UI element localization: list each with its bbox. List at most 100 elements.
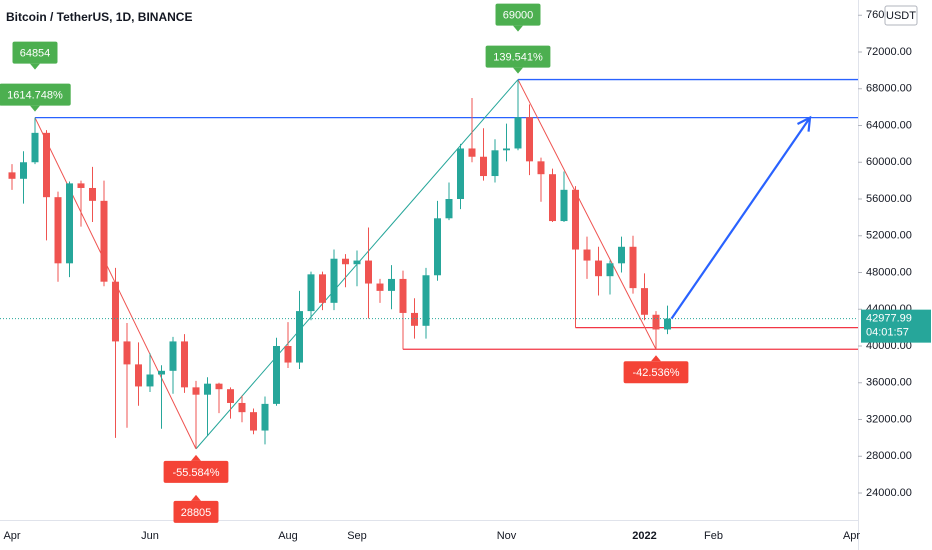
candle-body <box>215 383 223 390</box>
trend-line <box>517 79 657 350</box>
currency-box <box>884 5 918 26</box>
x-tick-label: Apr <box>843 530 860 542</box>
candle-body <box>537 161 545 175</box>
candle-body <box>100 200 108 282</box>
y-tick-label: 24000.00 <box>866 487 912 499</box>
candle-body <box>307 274 315 312</box>
y-tick-label: 32000.00 <box>866 413 912 425</box>
candle-body <box>261 403 269 431</box>
candle-body <box>273 346 280 404</box>
y-tick-label: 36000.00 <box>866 377 912 389</box>
candle-body <box>181 341 188 388</box>
candle-body <box>572 189 579 250</box>
candle-body <box>204 383 211 395</box>
projection-arrow <box>670 117 811 320</box>
x-tick-label: Aug <box>278 530 298 542</box>
current-price-text: 42977.99 <box>866 313 912 325</box>
candle-body <box>169 341 177 371</box>
y-tick-label: 52000.00 <box>866 230 912 242</box>
candle-body <box>342 258 349 265</box>
candle-body <box>319 274 326 303</box>
chart-title: Bitcoin / TetherUS, 1D, BINANCE <box>6 10 192 24</box>
change-label-pointer <box>513 67 523 74</box>
candle-body <box>664 318 671 330</box>
change-label-text: -42.536% <box>632 367 679 379</box>
x-tick-label: Apr <box>3 530 20 542</box>
price-label <box>173 500 219 523</box>
candle-body <box>560 189 568 222</box>
candle-body <box>31 132 39 163</box>
y-tick-label: 28000.00 <box>866 450 912 462</box>
candle-body <box>480 156 487 177</box>
x-tick-label: Jun <box>141 530 159 542</box>
candle-body <box>526 117 533 162</box>
candle-body <box>43 132 50 198</box>
candle-body <box>411 312 418 326</box>
candle-body <box>54 197 62 264</box>
candle-body <box>123 341 131 365</box>
candle-body <box>445 199 453 219</box>
candle-body <box>491 150 499 177</box>
candle-body <box>376 283 384 291</box>
candle-body <box>146 374 154 387</box>
candle-body <box>468 148 476 157</box>
change-label-text: 1614.748% <box>7 90 63 102</box>
candle-body <box>503 148 510 151</box>
change-label <box>0 83 71 106</box>
change-label-pointer <box>191 454 201 461</box>
candle-body <box>365 260 372 284</box>
candle-body <box>66 183 73 264</box>
change-label-pointer <box>30 105 40 112</box>
y-tick-label: 64000.00 <box>866 119 912 131</box>
candle-body <box>77 183 85 188</box>
candle-body <box>641 288 648 315</box>
candle-body <box>549 174 556 222</box>
y-tick-label: 60000.00 <box>866 156 912 168</box>
change-label <box>623 361 689 384</box>
y-tick-label: 72000.00 <box>866 46 912 58</box>
price-label-text: 28805 <box>181 507 212 519</box>
candle-body <box>652 314 660 330</box>
candle-body <box>595 260 602 277</box>
candle-body <box>89 187 96 201</box>
x-tick-label: Sep <box>347 530 367 542</box>
candle-body <box>250 412 257 431</box>
x-tick-label: Nov <box>497 530 517 542</box>
current-price-tag <box>861 309 931 343</box>
x-tick-label: Feb <box>704 530 723 542</box>
candle-body <box>8 172 16 179</box>
price-label-pointer <box>513 25 523 32</box>
candle-body <box>388 278 395 291</box>
candle-body <box>296 311 303 363</box>
y-tick-label: 48000.00 <box>866 266 912 278</box>
candle-body <box>238 402 246 413</box>
candle-body <box>192 387 200 395</box>
candle-body <box>399 278 407 313</box>
candle-body <box>629 246 637 289</box>
price-label-pointer <box>191 494 201 501</box>
change-label-pointer <box>651 355 661 362</box>
change-label <box>485 45 551 68</box>
candle-body <box>20 162 27 179</box>
candle-body <box>606 263 614 277</box>
x-tick-label: 2022 <box>632 530 656 542</box>
candle-body <box>583 249 591 261</box>
candle-body <box>457 148 464 200</box>
candle-body <box>514 117 522 149</box>
price-label-pointer <box>30 63 40 70</box>
price-label-text: 69000 <box>503 9 534 21</box>
currency-text: USDT <box>886 10 916 22</box>
candle-body <box>135 364 142 387</box>
projection-arrow-head <box>797 115 812 132</box>
change-label <box>163 460 229 483</box>
y-tick-label: 56000.00 <box>866 193 912 205</box>
price-label <box>12 41 58 64</box>
y-tick-label: 68000.00 <box>866 83 912 95</box>
price-label <box>495 3 541 26</box>
candle-body <box>618 246 625 264</box>
candle-body <box>227 389 234 403</box>
countdown-text: 04:01:57 <box>866 327 909 339</box>
change-label-text: -55.584% <box>172 467 219 479</box>
